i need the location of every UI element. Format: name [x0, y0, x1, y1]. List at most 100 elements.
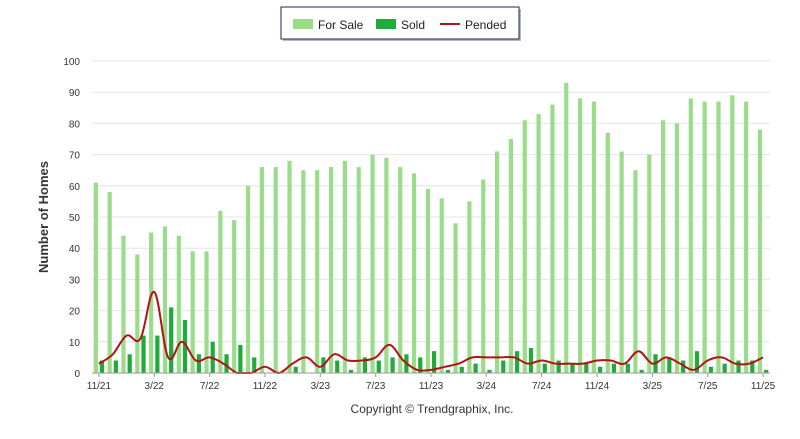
- x-tick-label: 3/23: [311, 381, 331, 392]
- bar-sold: [196, 354, 201, 373]
- bar-sold: [432, 351, 437, 373]
- bar-for-sale: [93, 182, 98, 373]
- bar-sold: [570, 363, 575, 373]
- bar-for-sale: [370, 154, 375, 373]
- bar-sold: [473, 363, 478, 373]
- y-tick-label: 40: [69, 244, 81, 255]
- bar-sold: [681, 360, 686, 373]
- bar-sold: [293, 366, 298, 373]
- bar-sold: [487, 369, 492, 373]
- bar-sold: [736, 360, 741, 373]
- bar-sold: [750, 360, 755, 373]
- bar-for-sale: [342, 160, 347, 373]
- bar-for-sale: [162, 226, 168, 373]
- legend-label-sold: Sold: [401, 18, 425, 32]
- bar-for-sale: [439, 198, 444, 373]
- x-tick-label: 3/22: [145, 381, 165, 392]
- bar-for-sale: [702, 101, 707, 373]
- bar-for-sale: [259, 167, 264, 373]
- bar-for-sale: [550, 104, 555, 374]
- y-tick-label: 60: [69, 182, 81, 193]
- bar-sold: [362, 357, 368, 373]
- bar-sold: [141, 335, 146, 373]
- bar-sold: [625, 363, 630, 373]
- bar-for-sale: [633, 170, 638, 373]
- bar-sold: [722, 363, 727, 373]
- x-tick-label: 11/22: [253, 381, 278, 392]
- bar-for-sale: [218, 210, 223, 373]
- bar-sold: [335, 360, 340, 373]
- bar-for-sale: [356, 167, 361, 373]
- bar-sold: [556, 360, 561, 373]
- legend: For Sale Sold Pended: [280, 6, 521, 41]
- y-tick-label: 90: [69, 88, 81, 99]
- y-tick-label: 20: [69, 307, 81, 318]
- y-tick-label: 0: [74, 369, 80, 380]
- bar-sold: [224, 354, 229, 373]
- bar-for-sale: [716, 101, 721, 373]
- legend-label-for-sale: For Sale: [318, 18, 364, 32]
- bar-sold: [155, 335, 160, 373]
- bar-sold: [376, 360, 381, 373]
- bar-sold: [182, 319, 188, 373]
- bar-for-sale: [232, 220, 237, 373]
- bar-sold: [418, 357, 423, 373]
- bar-for-sale: [757, 129, 763, 373]
- bar-for-sale: [135, 254, 140, 373]
- bar-for-sale: [744, 101, 749, 373]
- bar-for-sale: [176, 235, 181, 373]
- x-tick-label: 11/21: [87, 381, 112, 392]
- bar-for-sale: [398, 167, 403, 373]
- y-tick-label: 70: [69, 151, 81, 162]
- bar-for-sale: [674, 123, 680, 374]
- legend-swatch-sold: [376, 19, 396, 29]
- bar-sold: [127, 354, 132, 373]
- bar-for-sale: [121, 235, 126, 373]
- x-tick-label: 11/24: [585, 381, 610, 392]
- x-tick-label: 3/25: [643, 381, 663, 392]
- bar-sold: [445, 369, 451, 373]
- bar-sold: [542, 363, 547, 373]
- y-tick-label: 50: [69, 213, 81, 224]
- y-tick-label: 30: [69, 275, 81, 286]
- y-axis-ticks: 0 10 20 30 40 50 60 70 80 90 100: [63, 57, 80, 380]
- x-tick-label: 7/23: [366, 381, 386, 392]
- bar-sold: [667, 357, 672, 373]
- bar-for-sale: [190, 251, 195, 373]
- x-tick-label: 11/23: [419, 381, 444, 392]
- pended-line: [98, 290, 764, 375]
- bar-sold: [99, 360, 105, 373]
- x-tick-label: 3/24: [477, 381, 497, 392]
- bar-for-sale: [467, 201, 472, 373]
- bar-for-sale: [661, 120, 666, 373]
- bar-sold: [252, 357, 257, 373]
- bar-sold: [169, 307, 174, 373]
- bar-for-sale: [647, 154, 652, 373]
- series-line-pended: [98, 290, 764, 375]
- gridlines: [92, 60, 770, 343]
- bar-sold: [501, 360, 506, 373]
- bar-for-sale: [301, 170, 306, 373]
- bar-for-sale: [578, 98, 583, 373]
- bar-sold: [611, 363, 617, 373]
- y-tick-label: 80: [69, 119, 81, 130]
- x-tick-label: 7/22: [200, 381, 220, 392]
- bar-sold: [515, 351, 520, 373]
- bar-for-sale: [245, 185, 251, 373]
- bar-for-sale: [522, 120, 527, 373]
- bar-sold: [348, 369, 354, 373]
- x-tick-label: 7/25: [698, 381, 718, 392]
- bar-sold: [708, 366, 713, 373]
- bar-sold: [113, 360, 118, 373]
- bar-for-sale: [591, 101, 597, 373]
- bar-for-sale: [605, 132, 610, 373]
- bar-sold: [528, 348, 534, 373]
- x-tick-label: 7/24: [532, 381, 552, 392]
- bar-sold: [598, 366, 603, 373]
- bar-for-sale: [688, 98, 693, 373]
- bars: [93, 82, 769, 374]
- bar-for-sale: [425, 188, 430, 373]
- bar-for-sale: [508, 139, 514, 373]
- bar-for-sale: [619, 151, 624, 373]
